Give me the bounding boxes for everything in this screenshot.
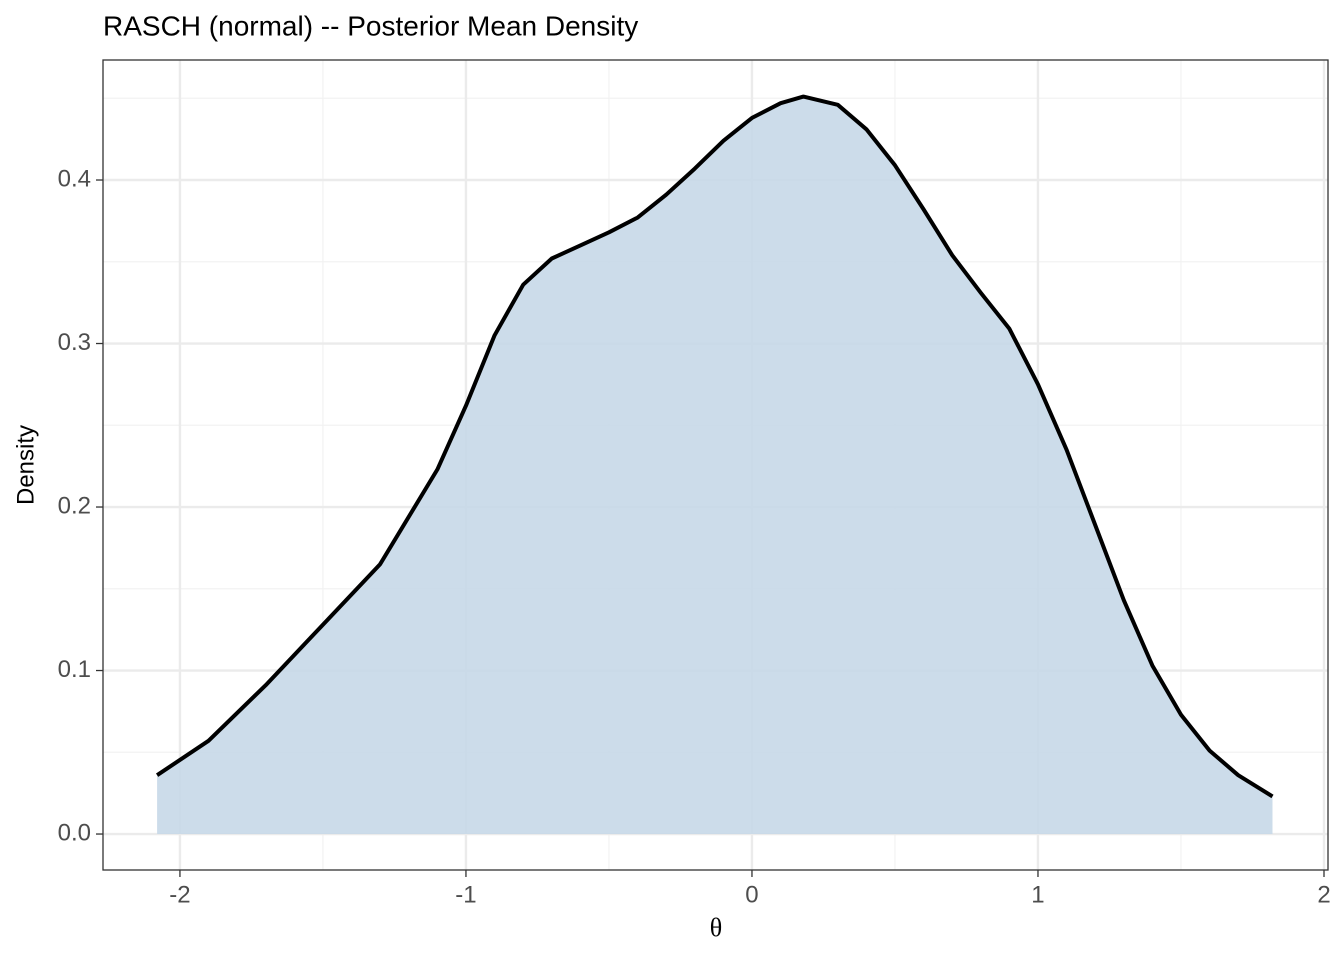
plot-border <box>102 59 1329 871</box>
x-tick-label: 1 <box>1031 881 1044 908</box>
x-tick-label: 2 <box>1317 881 1330 908</box>
y-tick-label: 0.1 <box>58 656 91 683</box>
x-axis-title: θ <box>710 913 722 942</box>
y-tick-label: 0.2 <box>58 492 91 519</box>
density-area <box>157 96 1273 835</box>
y-axis-title: Density <box>12 425 39 505</box>
y-tick-label: 0.4 <box>58 165 91 192</box>
x-tick-label: -2 <box>169 881 190 908</box>
y-tick-label: 0.3 <box>58 329 91 356</box>
y-tick-label: 0.0 <box>58 819 91 846</box>
x-tick-label: -1 <box>455 881 476 908</box>
chart-title: RASCH (normal) -- Posterior Mean Density <box>103 10 638 41</box>
density-line <box>155 94 1274 799</box>
x-tick-label: 0 <box>745 881 758 908</box>
